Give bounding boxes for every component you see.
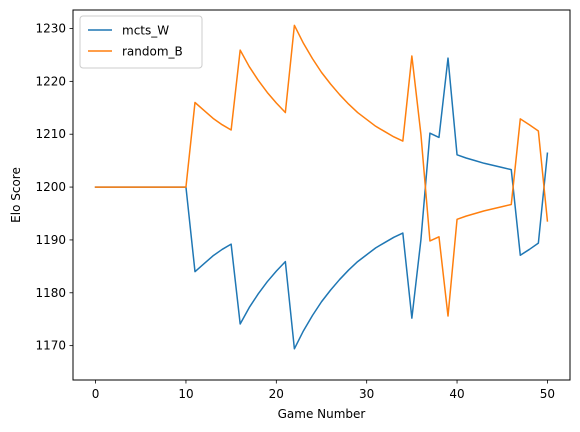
legend-label-mcts_W: mcts_W bbox=[122, 24, 169, 38]
y-axis-label: Elo Score bbox=[9, 167, 23, 223]
legend: mcts_W random_B bbox=[79, 15, 203, 69]
y-tick-label: 1220 bbox=[35, 74, 66, 88]
ticks-layer: 0 10 20 30 40 50 1170 1180 1190 1200 1210 1220 1230 bbox=[35, 22, 555, 402]
plot-frame bbox=[72, 9, 571, 381]
x-tick-label: 50 bbox=[540, 387, 555, 401]
legend-box bbox=[79, 15, 203, 69]
x-tick-label: 0 bbox=[92, 387, 100, 401]
x-tick-label: 30 bbox=[359, 387, 374, 401]
x-axis-label: Game Number bbox=[278, 407, 366, 421]
y-tick-label: 1210 bbox=[35, 127, 66, 141]
y-tick-label: 1200 bbox=[35, 180, 66, 194]
x-tick-label: 10 bbox=[178, 387, 193, 401]
x-tick-label: 20 bbox=[269, 387, 284, 401]
y-tick-label: 1230 bbox=[35, 22, 66, 36]
x-tick-label: 40 bbox=[449, 387, 464, 401]
y-tick-label: 1190 bbox=[35, 233, 66, 247]
series-line-random_B bbox=[94, 24, 549, 317]
series-layer bbox=[94, 24, 549, 350]
y-tick-label: 1170 bbox=[35, 339, 66, 353]
legend-label-random_B: random_B bbox=[122, 45, 183, 59]
y-tick-label: 1180 bbox=[35, 286, 66, 300]
